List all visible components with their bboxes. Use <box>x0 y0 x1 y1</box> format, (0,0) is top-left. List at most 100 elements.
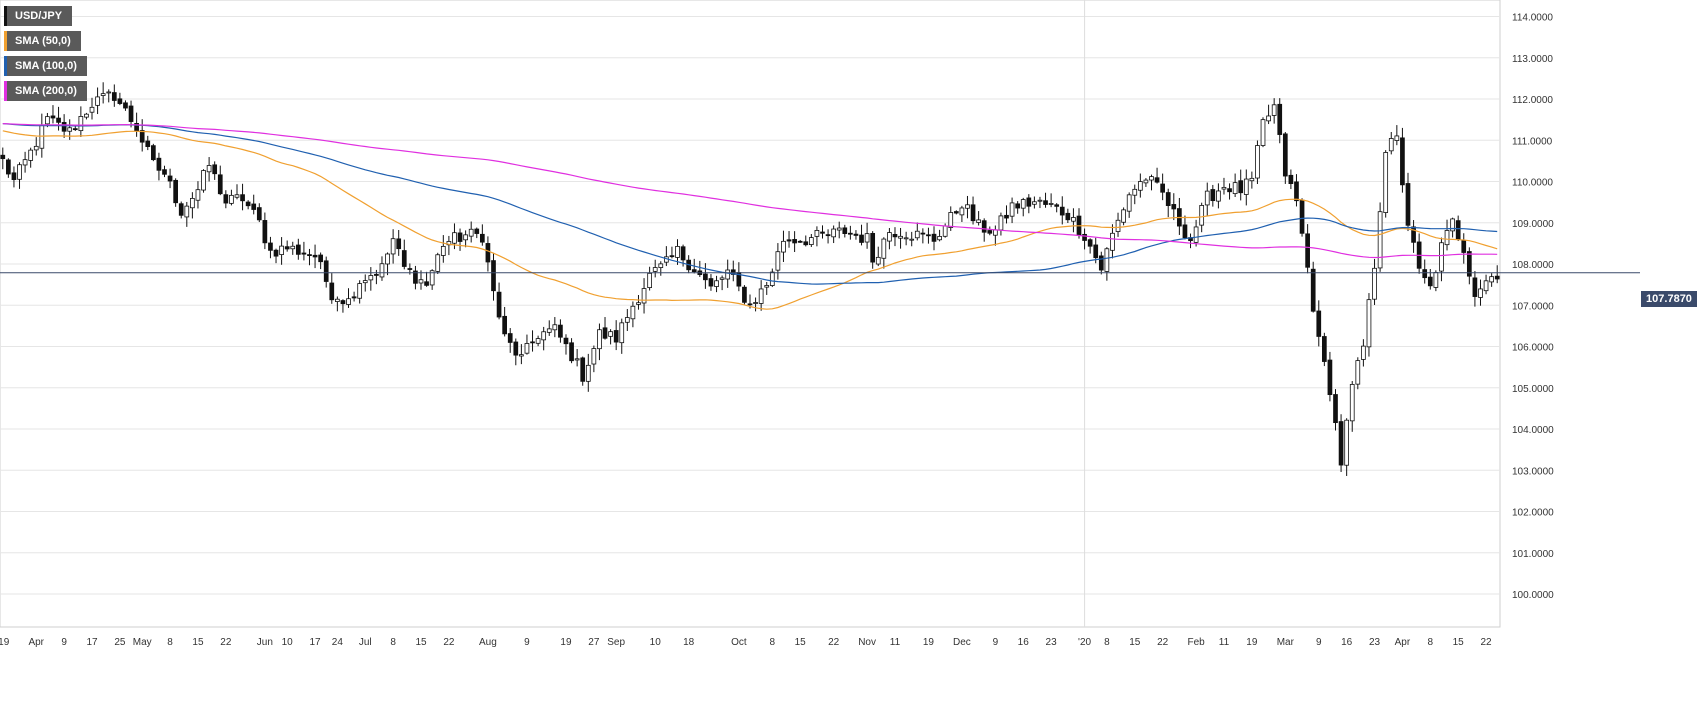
candle-body <box>295 244 301 255</box>
x-tick-label: 15 <box>1453 637 1465 648</box>
legend-label: USD/JPY <box>15 10 63 22</box>
candle-body <box>1282 133 1288 177</box>
candle-body <box>1455 220 1461 240</box>
y-tick-label: 104.0000 <box>1512 425 1554 436</box>
candle-body <box>1444 230 1450 246</box>
candle-body <box>624 317 630 323</box>
candle-body <box>1065 212 1071 221</box>
candle-body <box>128 105 134 122</box>
candle-body <box>887 232 892 242</box>
candle-body <box>814 230 820 237</box>
x-tick-label: 15 <box>795 637 807 648</box>
legend-sma-50[interactable]: SMA (50,0) <box>4 31 81 51</box>
candle-body <box>1199 205 1205 226</box>
y-tick-label: 109.0000 <box>1512 219 1554 230</box>
candle-body <box>485 243 491 263</box>
candle-body <box>703 273 708 281</box>
x-tick-label: Feb <box>1187 637 1205 648</box>
x-tick-label: '19 <box>0 637 10 648</box>
candle-body <box>1071 217 1076 222</box>
candle-body <box>970 204 976 222</box>
candle-body <box>1400 137 1405 186</box>
candle-body <box>396 238 402 250</box>
x-tick-label: 8 <box>1428 637 1434 648</box>
candle-body <box>1243 178 1249 195</box>
candle-body <box>374 274 379 276</box>
x-tick-label: Oct <box>731 637 747 648</box>
candle-body <box>162 169 167 175</box>
legend-sma-100[interactable]: SMA (100,0) <box>4 56 87 76</box>
y-tick-label: 112.0000 <box>1512 95 1553 106</box>
x-tick-label: 22 <box>828 637 840 648</box>
candle-body <box>558 324 563 338</box>
candle-body <box>301 252 307 255</box>
candle-body <box>541 331 547 341</box>
candle-body <box>1344 419 1350 466</box>
candle-body <box>691 269 697 273</box>
candle-body <box>708 278 714 287</box>
candle-body <box>1338 421 1344 466</box>
x-tick-label: 8 <box>770 637 776 648</box>
sma-50-line <box>2 130 1498 310</box>
candle-body <box>753 302 758 304</box>
candle-body <box>903 237 909 240</box>
candle-body <box>100 93 106 96</box>
candle-body <box>820 231 825 234</box>
candle-body <box>976 219 981 223</box>
candle-body <box>240 194 245 202</box>
candle-body <box>630 305 636 320</box>
candle-body <box>1026 197 1032 207</box>
candle-body <box>725 269 731 280</box>
candle-body <box>474 228 480 234</box>
candle-body <box>206 165 212 173</box>
x-tick-label: 22 <box>1157 637 1169 648</box>
legend-sma-200[interactable]: SMA (200,0) <box>4 81 87 101</box>
candle-body <box>836 227 842 231</box>
candle-body <box>1388 138 1394 152</box>
candle-body <box>1043 200 1048 205</box>
candle-body <box>909 238 915 241</box>
candle-body <box>792 239 797 244</box>
candle-body <box>892 234 898 238</box>
candle-body <box>1288 174 1294 184</box>
x-tick-label: 18 <box>683 637 695 648</box>
candle-body <box>808 237 814 245</box>
candle-body <box>1327 359 1333 396</box>
candle-body <box>156 157 162 171</box>
candle-body <box>61 122 67 132</box>
candle-body <box>1221 186 1227 190</box>
candle-body <box>418 279 424 284</box>
candle-body <box>1110 232 1115 251</box>
candle-body <box>346 298 351 305</box>
candle-body <box>898 235 903 239</box>
candle-body <box>1009 202 1015 217</box>
candle-body <box>652 267 658 272</box>
legend-usdjpy[interactable]: USD/JPY <box>4 6 73 26</box>
candle-body <box>279 245 284 255</box>
candle-body <box>981 220 987 233</box>
candle-body <box>167 175 173 182</box>
x-tick-label: 24 <box>332 637 344 648</box>
candle-body <box>569 342 574 362</box>
candle-body <box>440 245 446 256</box>
candle-body <box>1182 224 1188 239</box>
x-tick-label: 8 <box>167 637 173 648</box>
candle-body <box>28 149 34 161</box>
x-tick-label: 25 <box>114 637 126 648</box>
candle-body <box>195 189 201 201</box>
candle-body <box>758 288 764 304</box>
candle-body <box>1249 177 1255 182</box>
candle-body <box>1059 206 1065 216</box>
candle-body <box>1171 204 1177 210</box>
candle-body <box>67 127 73 132</box>
candle-body <box>1472 277 1478 297</box>
candle-body <box>201 170 206 191</box>
candle-body <box>1093 244 1099 259</box>
candle-body <box>1450 218 1455 232</box>
candle-body <box>574 358 580 361</box>
x-tick-label: Jul <box>359 637 372 648</box>
candle-body <box>84 113 89 118</box>
candle-body <box>602 327 608 339</box>
candle-body <box>329 282 335 301</box>
